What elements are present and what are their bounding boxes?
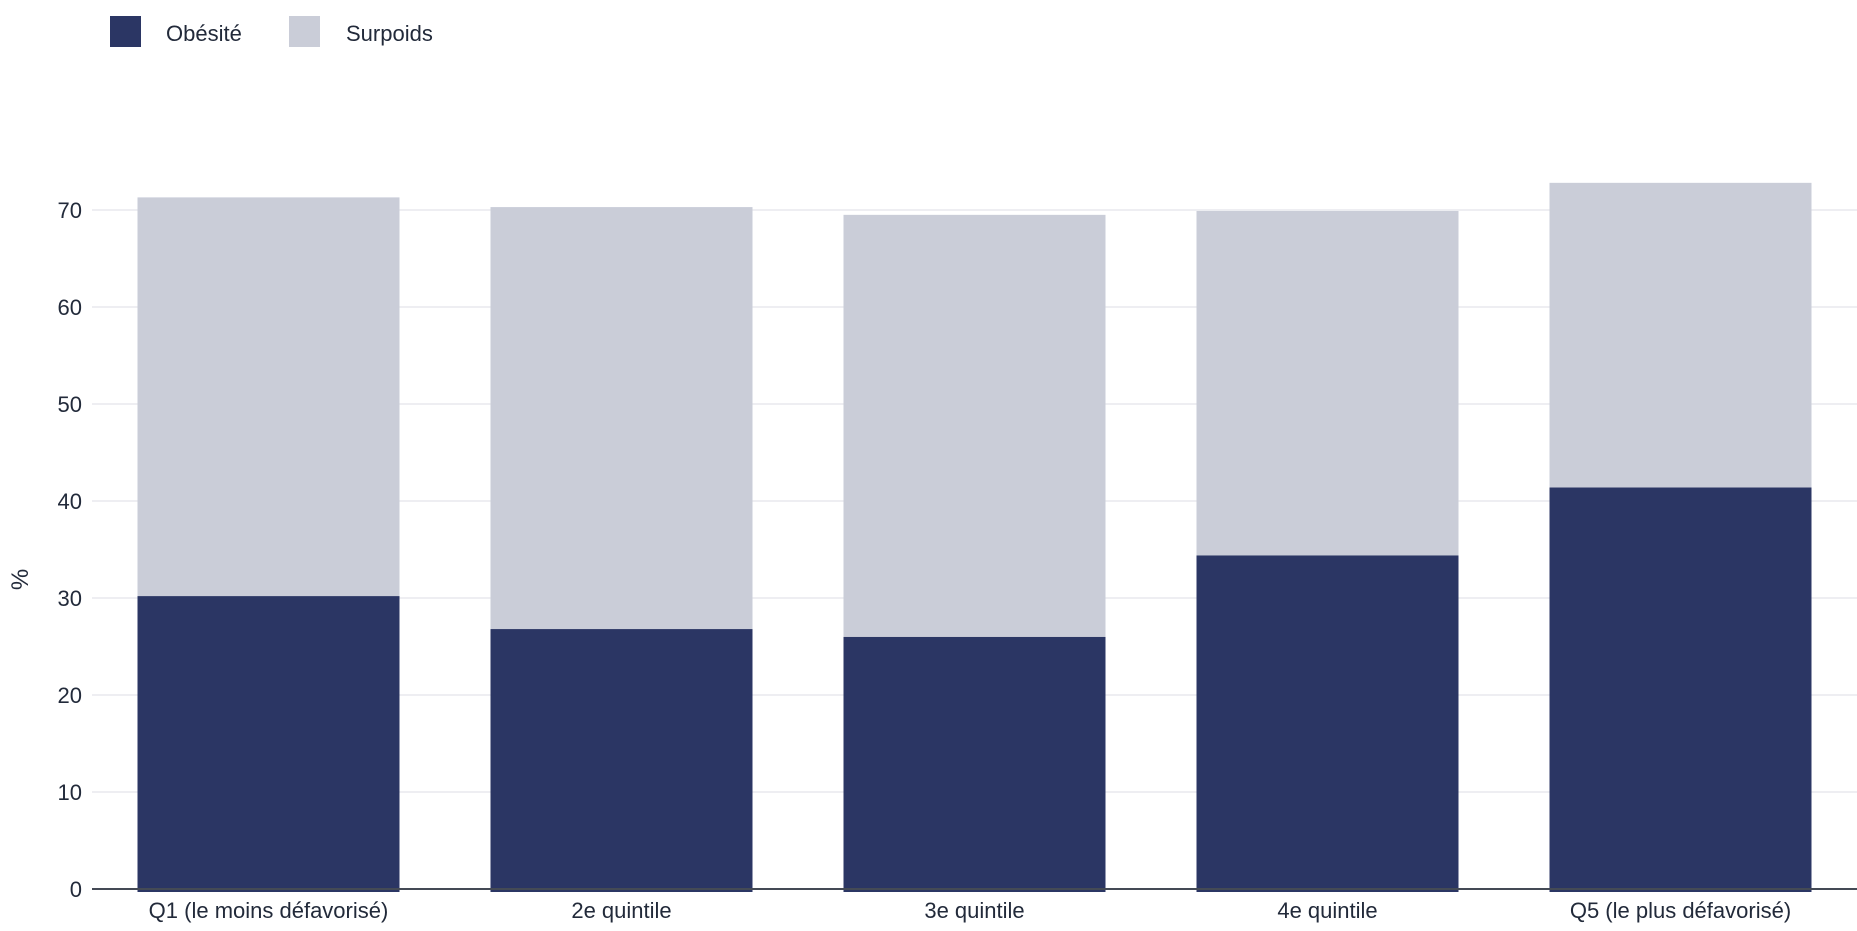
y-axis-title: % xyxy=(7,569,34,590)
bar-obesite xyxy=(137,596,400,892)
legend-swatch-surpoids xyxy=(289,16,320,47)
x-tick-label: 4e quintile xyxy=(1277,898,1377,923)
y-tick-label: 70 xyxy=(58,198,82,223)
bar-obesite xyxy=(1549,487,1812,892)
legend-swatch-obesite xyxy=(110,16,141,47)
bar-obesite xyxy=(1196,555,1459,892)
x-tick-label: 2e quintile xyxy=(571,898,671,923)
x-axis-ticks: Q1 (le moins défavorisé) 2e quintile 3e qu… xyxy=(149,898,1791,923)
bar-surpoids xyxy=(490,207,753,630)
y-tick-label: 0 xyxy=(70,877,82,902)
y-tick-label: 10 xyxy=(58,780,82,805)
legend-label-surpoids: Surpoids xyxy=(346,21,433,46)
legend-label-obesite: Obésité xyxy=(166,21,242,46)
y-tick-label: 30 xyxy=(58,586,82,611)
bars xyxy=(137,182,1812,892)
y-axis-ticks: 0 10 20 30 40 50 60 70 xyxy=(58,198,82,902)
bar-obesite xyxy=(490,629,753,892)
bar-surpoids xyxy=(137,197,400,597)
bar-surpoids xyxy=(843,214,1106,637)
x-tick-label: 3e quintile xyxy=(924,898,1024,923)
x-tick-label: Q5 (le plus défavorisé) xyxy=(1570,898,1791,923)
y-tick-label: 50 xyxy=(58,392,82,417)
x-tick-label: Q1 (le moins défavorisé) xyxy=(149,898,389,923)
bar-obesite xyxy=(843,636,1106,892)
y-tick-label: 40 xyxy=(58,489,82,514)
y-tick-label: 20 xyxy=(58,683,82,708)
y-tick-label: 60 xyxy=(58,295,82,320)
bar-surpoids xyxy=(1196,210,1459,556)
legend: Obésité Surpoids xyxy=(110,16,433,47)
bar-surpoids xyxy=(1549,182,1812,488)
